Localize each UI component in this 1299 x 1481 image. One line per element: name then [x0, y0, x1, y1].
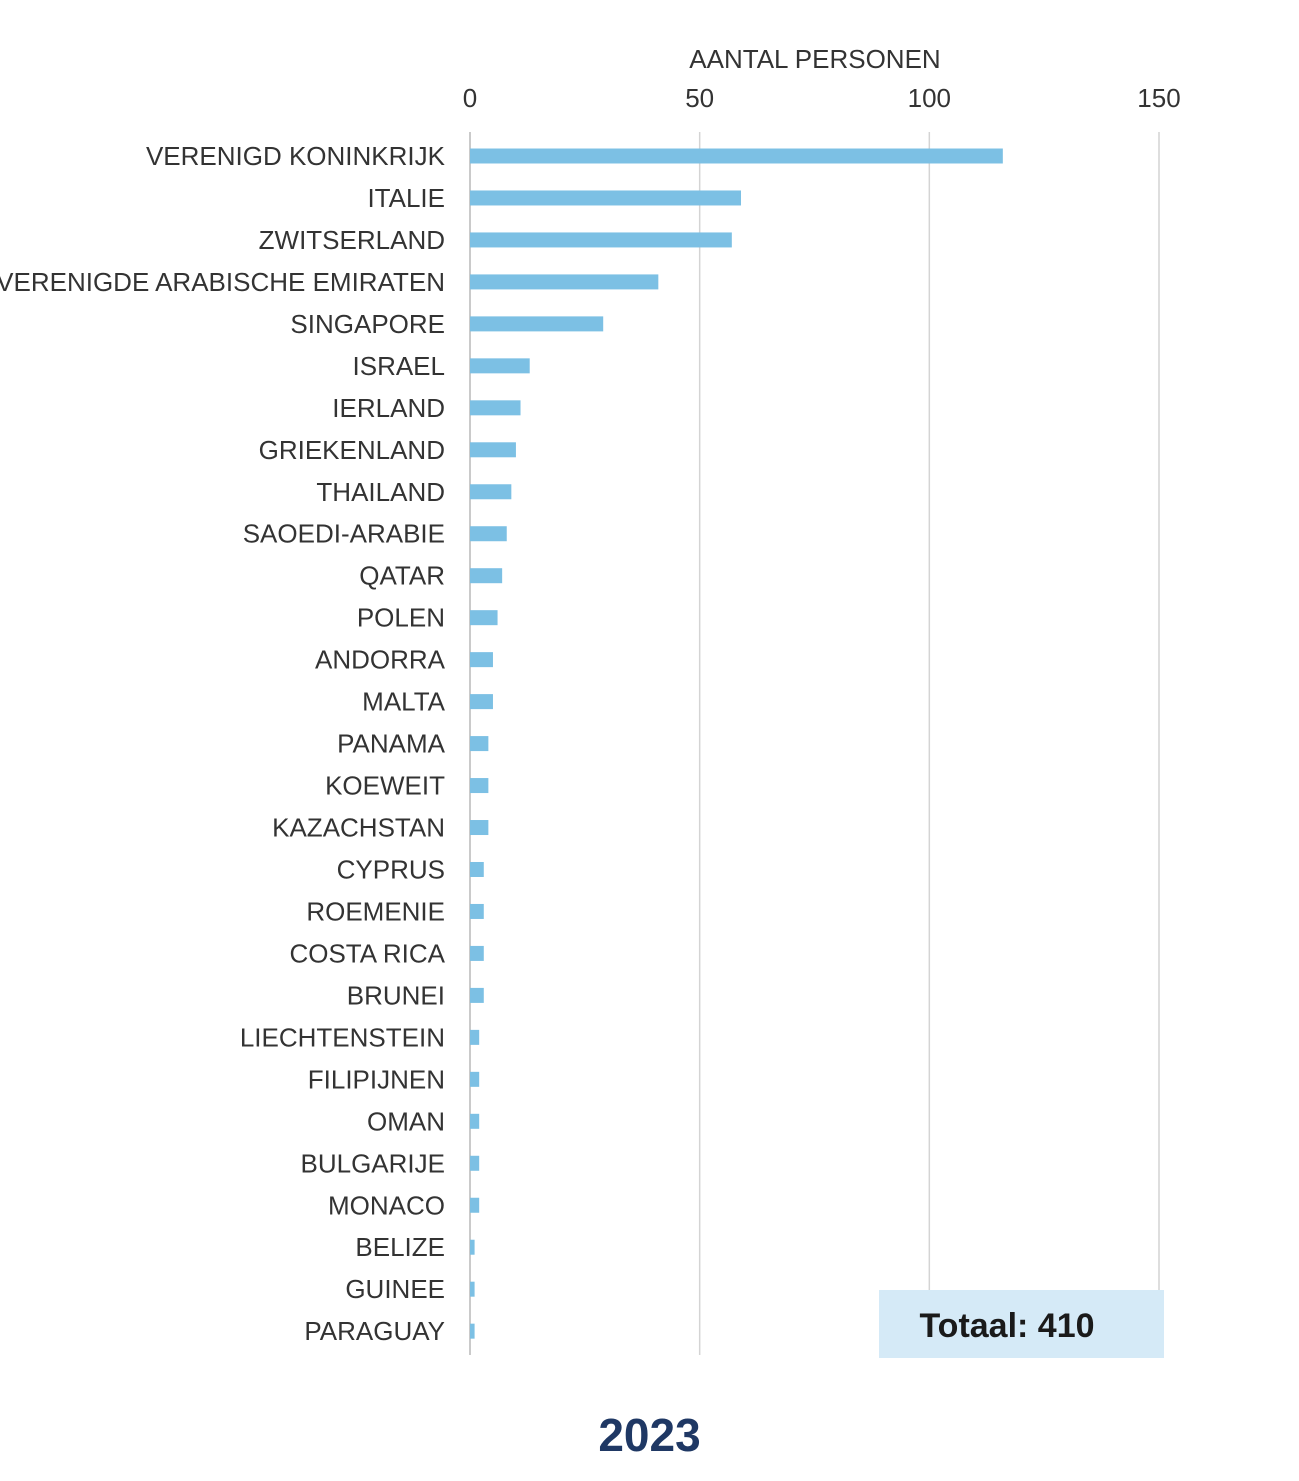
category-label: ITALIE	[367, 183, 445, 213]
bar	[470, 442, 516, 458]
category-label: GUINEE	[345, 1274, 445, 1304]
category-label: KAZACHSTAN	[272, 813, 445, 843]
bar	[470, 358, 530, 374]
total-box-background	[879, 1290, 1164, 1358]
category-label: ANDORRA	[315, 645, 446, 675]
bar	[470, 316, 604, 332]
category-label: GRIEKENLAND	[259, 435, 445, 465]
category-label: VERENIGD KONINKRIJK	[146, 141, 446, 171]
bar	[470, 568, 503, 584]
category-label: SINGAPORE	[290, 309, 445, 339]
bar	[470, 526, 507, 542]
category-label: MALTA	[362, 687, 445, 717]
category-label: POLEN	[357, 603, 445, 633]
bar	[470, 1239, 475, 1255]
bar	[470, 820, 489, 836]
bar-chart: AANTAL PERSONEN 0 50 100 150 VERENIGD KONIN…	[0, 44, 1181, 1358]
bar	[470, 652, 493, 668]
year-label: 2023	[598, 1409, 701, 1461]
bar	[470, 861, 484, 877]
category-label: QATAR	[359, 561, 445, 591]
category-label: CYPRUS	[337, 854, 445, 884]
bars	[470, 148, 1003, 1339]
total-label: Totaal: 410	[919, 1307, 1094, 1345]
bar	[470, 232, 732, 248]
category-label: PARAGUAY	[304, 1316, 445, 1346]
bar	[470, 903, 484, 919]
bar	[470, 610, 498, 626]
category-label: IERLAND	[332, 393, 445, 423]
bar	[470, 694, 493, 710]
bar	[470, 987, 484, 1003]
category-label: SAOEDI-ARABIE	[243, 519, 445, 549]
category-label: ZWITSERLAND	[259, 225, 445, 255]
bar	[470, 1197, 480, 1213]
bar	[470, 1029, 480, 1045]
category-label: BULGARIJE	[301, 1148, 446, 1178]
bar	[470, 736, 489, 752]
bar	[470, 1071, 480, 1087]
bar	[470, 1281, 475, 1297]
category-label: MONACO	[328, 1190, 445, 1220]
bar	[470, 778, 489, 794]
bar	[470, 1323, 475, 1339]
x-axis-title: AANTAL PERSONEN	[689, 44, 940, 74]
x-tick-label: 150	[1137, 83, 1180, 113]
category-label: BRUNEI	[347, 980, 445, 1010]
bar	[470, 274, 659, 290]
category-label: VERENIGDE ARABISCHE EMIRATEN	[0, 267, 445, 297]
category-label: LIECHTENSTEIN	[240, 1022, 445, 1052]
bar	[470, 945, 484, 961]
bar	[470, 1113, 480, 1129]
gridlines	[469, 132, 1160, 1355]
bar	[470, 148, 1003, 164]
category-label: PANAMA	[337, 729, 446, 759]
category-label: KOEWEIT	[325, 771, 445, 801]
bar	[470, 1155, 480, 1171]
category-label: THAILAND	[316, 477, 445, 507]
x-tick-labels: 0 50 100 150	[463, 83, 1181, 113]
category-label: ISRAEL	[353, 351, 446, 381]
category-label: ROEMENIE	[306, 896, 445, 926]
category-label: FILIPIJNEN	[308, 1064, 445, 1094]
category-label: OMAN	[367, 1106, 445, 1136]
x-tick-label: 0	[463, 83, 477, 113]
bar	[470, 400, 521, 416]
x-tick-label: 50	[685, 83, 714, 113]
bar	[470, 484, 512, 500]
category-label: BELIZE	[355, 1232, 445, 1262]
x-tick-label: 100	[908, 83, 951, 113]
category-label: COSTA RICA	[289, 938, 445, 968]
total-box: Totaal: 410	[879, 1290, 1164, 1358]
bar	[470, 190, 742, 206]
category-labels: VERENIGD KONINKRIJK ITALIE ZWITSERLAND VERE…	[0, 141, 446, 1346]
